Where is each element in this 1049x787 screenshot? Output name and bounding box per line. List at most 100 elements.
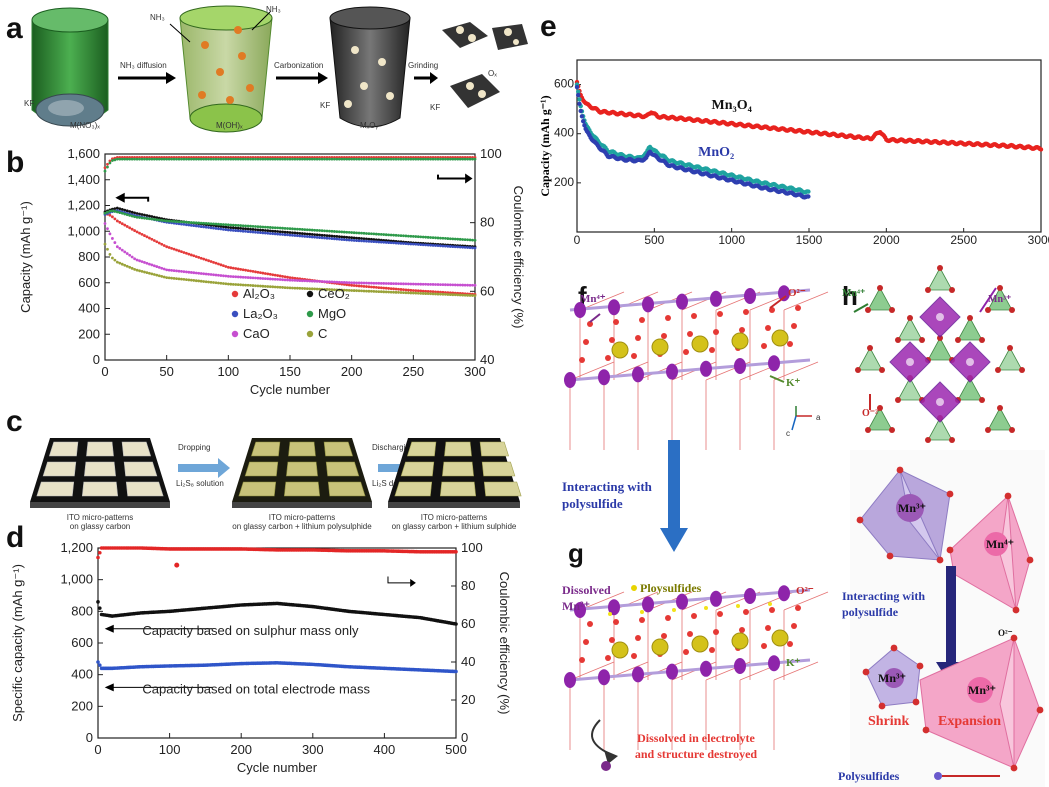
series-MgO-point [157, 218, 161, 222]
series-CaO-point [160, 266, 164, 270]
series-La₂O₃-point [461, 245, 465, 249]
plot-frame [104, 153, 476, 361]
series-La₂O₃-point [177, 222, 181, 226]
y-tick-label: 400 [71, 667, 93, 682]
series-C-point [286, 286, 289, 290]
series-Capacity based on sulphur mass only-point [97, 606, 102, 610]
series-CeO₂-point [219, 225, 223, 228]
polysulfide-dot [768, 602, 772, 606]
series-C-point [140, 270, 144, 273]
series-C-point [148, 271, 151, 275]
series-CaO-point [185, 270, 188, 274]
series-C-point [160, 274, 164, 278]
series-CeO₂-point [303, 232, 307, 236]
series-C-point [333, 288, 336, 292]
label-kf-1: KF [24, 99, 34, 108]
series-CaO-point [463, 283, 467, 287]
annot2-arrowhead [104, 683, 114, 692]
tube-3 [329, 6, 411, 128]
series-La₂O₃-point [202, 225, 206, 229]
series-CaO-point [404, 282, 408, 286]
series-C-point [180, 277, 183, 281]
series-La₂O₃-point [226, 228, 230, 232]
series-CaO-point [429, 282, 432, 286]
mn-atom [744, 588, 756, 604]
series-La₂O₃-point [263, 231, 267, 235]
o-atom [1036, 706, 1044, 714]
series-CaO-point [177, 269, 181, 273]
series-CeO₂-point [293, 231, 297, 235]
series-CeO₂-point [278, 230, 282, 234]
series-Al₂O₃-point [140, 232, 144, 236]
series-CeO₂-point [140, 213, 144, 216]
series-C-point [394, 290, 398, 294]
series-CaO-point [236, 275, 240, 279]
ce-series-MgO-point [123, 157, 127, 161]
y-tick-label: 200 [71, 698, 93, 713]
series-CeO₂-point [128, 210, 132, 213]
series-La₂O₃-point [222, 227, 225, 231]
tetrahedron-mn4 [897, 377, 923, 401]
series-CaO-point [367, 281, 371, 285]
o-atom [583, 639, 589, 645]
ce-series-MgO-point [426, 157, 430, 161]
x-tick-label: 0 [94, 742, 101, 757]
ce-series-MgO-point [256, 157, 260, 161]
series-C-point [256, 284, 260, 288]
o-atom [713, 629, 719, 635]
ce-series-MgO-point [424, 157, 428, 161]
o-atom [631, 653, 637, 659]
ce-series-MgO-point [382, 157, 386, 161]
series-Al₂O₃-point [234, 267, 238, 270]
series-Al₂O₃-point [273, 273, 277, 277]
mn-atom [574, 602, 586, 618]
series-CeO₂-point [325, 234, 329, 238]
series-Capacity based on total electrode mass-point [97, 663, 102, 667]
ce-series-MgO-point [370, 157, 373, 161]
label-k: K⁺ [786, 377, 801, 389]
series-La₂O₃-point [382, 240, 386, 244]
ce-series-MgO-point [453, 157, 457, 161]
ito-tile [238, 481, 277, 497]
series-MgO-point [254, 225, 257, 228]
series-Al₂O₃-point [209, 260, 213, 263]
series-CaO-point [298, 279, 302, 282]
series-MgO-point [194, 221, 198, 225]
series-MgO-point [148, 217, 151, 221]
series-CaO-point [115, 245, 119, 249]
series-CaO-point [453, 283, 457, 287]
ce-series-MgO-point [365, 157, 368, 161]
o-atom [765, 625, 771, 631]
series-MgO-point [424, 235, 428, 239]
series-La₂O₃-point [293, 234, 297, 237]
series-La₂O₃-point [347, 238, 351, 242]
o-atom [583, 339, 589, 345]
ground-flakes [442, 22, 528, 108]
o-atom [877, 405, 883, 411]
series-CaO-point [382, 282, 386, 285]
series-CeO₂-point [298, 231, 302, 235]
o-atom [683, 349, 689, 355]
mn-atom [666, 363, 678, 380]
series-Capacity based on total electrode mass [96, 660, 458, 674]
label-nh3-right: NH₃ [266, 5, 281, 14]
series-CaO-point [308, 279, 312, 283]
series-MgO-point [140, 216, 144, 220]
series-C-point [123, 263, 127, 267]
series-CaO-point [224, 274, 228, 278]
series-La₂O₃-point [456, 245, 460, 249]
series-MgO-point [323, 229, 326, 233]
o-atom [1010, 634, 1018, 642]
ito-tile [48, 441, 79, 457]
ce-series-MgO-point [372, 157, 376, 161]
ce-series-MgO-point [439, 157, 442, 161]
o-atom [605, 655, 611, 661]
mn-atom [768, 655, 780, 672]
series-La₂O₃-point [439, 244, 442, 248]
ce-series-MgO-point [303, 157, 307, 161]
ce-series-MgO-point [313, 157, 317, 161]
series-CaO-point [187, 270, 191, 274]
series-La₂O₃-point [414, 242, 418, 246]
o-atom [1007, 345, 1013, 351]
step-grinding: Grinding [408, 61, 438, 70]
